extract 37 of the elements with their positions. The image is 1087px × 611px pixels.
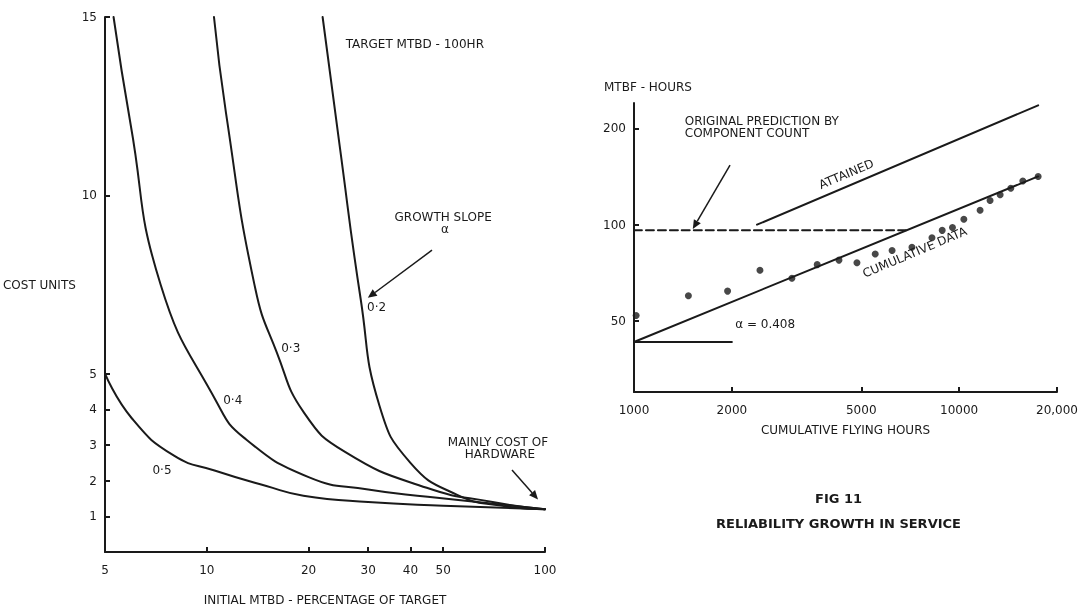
x-axis-title: CUMULATIVE FLYING HOURS <box>760 423 931 437</box>
x-tick-label: 1000 <box>618 403 650 417</box>
y-tick-label: 200 <box>603 121 626 136</box>
annotation: α = 0.408 <box>735 317 796 332</box>
annotation: TARGET MTBD - 100HR <box>344 36 484 51</box>
text: RELIABILITY GROWTH IN SERVICE <box>716 516 961 531</box>
y-tick-label: 3 <box>89 438 97 452</box>
x-tick-label: 50 <box>435 563 451 577</box>
text: FIG 11 <box>814 491 863 506</box>
x-tick-label: 100 <box>533 563 557 577</box>
x-tick-label: 5000 <box>845 403 877 417</box>
series-label: 0·4 <box>223 393 243 408</box>
y-tick-label: 100 <box>603 217 626 232</box>
y-tick-label: 15 <box>81 10 97 24</box>
y-tick-label: 1 <box>89 509 97 524</box>
x-tick-label: 2000 <box>716 403 748 417</box>
y-tick-label: 2 <box>89 473 97 488</box>
x-tick-label: 5 <box>101 563 109 577</box>
y-axis-title: MTBF - HOURS <box>604 80 692 94</box>
x-axis-title: INITIAL MTBD - PERCENTAGE OF TARGET <box>203 593 447 607</box>
x-tick-label: 40 <box>402 563 419 577</box>
x-tick-label: 10 <box>199 563 215 577</box>
y-axis-title: COST UNITS <box>2 277 76 292</box>
series-label: 0·5 <box>152 462 172 477</box>
annotation: MAINLY COST OF HARDWARE <box>447 435 552 462</box>
x-tick-label: 20 <box>300 563 317 577</box>
annotation: ORIGINAL PREDICTION BY COMPONENT COUNT <box>684 113 843 140</box>
y-tick-label: 10 <box>81 188 97 203</box>
y-tick-label: 50 <box>610 314 626 329</box>
y-tick-label: 5 <box>89 366 97 381</box>
x-tick-label: 30 <box>360 563 376 577</box>
legend-label: 0·2 <box>367 299 387 314</box>
series-label: 0·3 <box>281 341 301 356</box>
x-tick-label: 10000 <box>940 403 979 417</box>
x-tick-label: 20,000 <box>1036 403 1078 417</box>
y-tick-label: 4 <box>89 402 97 417</box>
annotation: GROWTH SLOPE α <box>394 210 496 237</box>
